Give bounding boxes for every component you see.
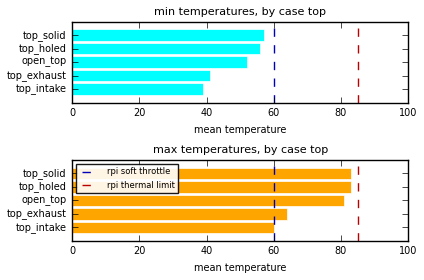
Bar <box>72 195 344 206</box>
Bar <box>72 70 210 81</box>
X-axis label: mean temperature: mean temperature <box>194 263 286 273</box>
Title: max temperatures, by case top: max temperatures, by case top <box>153 145 328 155</box>
Bar <box>72 29 264 41</box>
Bar <box>72 181 351 193</box>
X-axis label: mean temperature: mean temperature <box>194 125 286 135</box>
Bar <box>72 222 274 233</box>
Title: min temperatures, by case top: min temperatures, by case top <box>154 7 326 17</box>
Bar <box>72 208 287 220</box>
Bar <box>72 168 351 179</box>
Bar <box>72 43 260 54</box>
Bar <box>72 56 247 68</box>
Legend: rpi soft throttle, rpi thermal limit: rpi soft throttle, rpi thermal limit <box>76 164 179 193</box>
Bar <box>72 83 203 95</box>
